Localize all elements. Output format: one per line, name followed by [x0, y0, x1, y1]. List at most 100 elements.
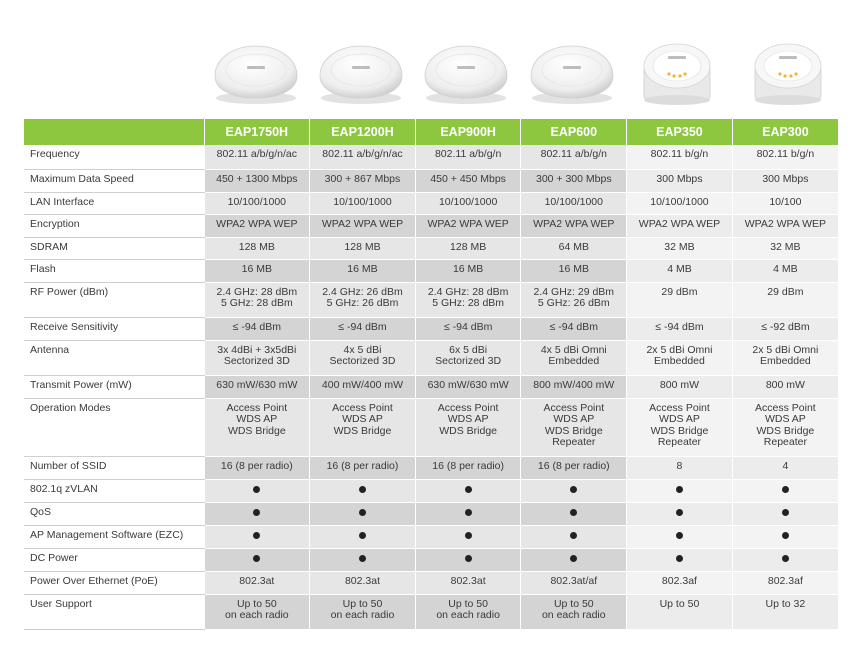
cell-text: ≤ -94 dBm	[443, 320, 493, 333]
cell-text: 10/100	[769, 195, 802, 208]
table-row: Antenna 3x 4dBi + 3x5dBi Sectorized 3D 4x 5…	[24, 340, 838, 376]
spec-cell: 630 mW/630 mW	[204, 375, 311, 399]
feature-dot-icon	[570, 554, 578, 562]
cell-text: Embedded	[759, 355, 811, 367]
table-row: Frequency 802.11 a/b/g/n/ac 802.11 a/b/g/n…	[24, 145, 838, 170]
cell-text: WPA2 WPA WEP	[216, 217, 298, 230]
feature-dot-icon	[464, 508, 472, 516]
cell-text: 2.4 GHz: 28 dBm	[427, 285, 509, 298]
spec-cell: 800 mW	[626, 375, 733, 399]
feature-dot-icon	[358, 508, 366, 516]
spec-cell: 802.11 a/b/g/n	[520, 145, 628, 170]
feature-dot-icon	[464, 554, 472, 562]
cell-text: ≤ -94 dBm	[655, 320, 704, 333]
spec-cell	[204, 502, 311, 526]
spec-cell: WPA2 WPA WEP	[309, 214, 416, 238]
spec-cell: 4 MB	[626, 259, 733, 283]
cell-text: 450 + 450 Mbps	[430, 172, 506, 185]
cell-text: 450 + 1300 Mbps	[216, 172, 298, 185]
spec-cell: ≤ -92 dBm	[732, 317, 838, 341]
spec-cell	[626, 479, 733, 503]
row-label: Encryption	[24, 214, 205, 238]
feature-dot-icon	[675, 485, 683, 493]
spec-cell: 10/100	[732, 192, 838, 215]
table-row: Operation Modes Access Point WDS AP WDS Bri…	[24, 398, 838, 457]
spec-cell: WPA2 WPA WEP	[520, 214, 628, 238]
table-row: AP Management Software (EZC)	[24, 525, 838, 549]
cell-text: WPA2 WPA WEP	[533, 217, 615, 230]
spec-cell: 802.11 b/g/n	[626, 145, 733, 170]
feature-dot-icon	[253, 508, 261, 516]
spec-cell	[415, 479, 522, 503]
cell-text: Up to 32	[765, 597, 806, 610]
row-label: DC Power	[24, 548, 205, 572]
feature-dot-icon	[253, 554, 261, 562]
spec-cell: 300 + 300 Mbps	[520, 169, 628, 193]
table-row: DC Power	[24, 548, 838, 572]
spec-cell: WPA2 WPA WEP	[204, 214, 311, 238]
cell-text: 16 MB	[347, 262, 378, 275]
spec-cell: 400 mW/400 mW	[309, 375, 416, 399]
cell-text: Sectorized 3D	[435, 355, 502, 367]
spec-cell: 802.3at	[309, 571, 416, 595]
spec-cell: Up to 50 on each radio	[415, 594, 522, 630]
spec-cell	[415, 502, 522, 526]
cell-text: 4	[782, 459, 789, 472]
cell-text: 2x 5 dBi Omni	[752, 343, 819, 356]
cell-text: Repeater	[657, 436, 702, 448]
spec-cell: 64 MB	[520, 237, 628, 260]
row-label: User Support	[24, 594, 205, 630]
cell-text: 16 MB	[452, 262, 484, 275]
cell-text: Access Point	[755, 401, 816, 414]
spec-cell	[626, 548, 733, 572]
cell-text: 800 mW	[765, 378, 805, 391]
feature-dot-icon	[464, 531, 472, 539]
feature-dot-icon	[570, 508, 578, 516]
spec-cell: 16 MB	[520, 259, 628, 283]
cell-text: 802.11 a/b/g/n/ac	[216, 148, 298, 160]
spec-cell	[732, 548, 838, 572]
cell-text: 2.4 GHz: 28 dBm	[216, 285, 298, 298]
product-header: EAP1750H	[204, 119, 311, 145]
comparison-table: EAP1750H EAP1200H EAP900H EAP600 EAP350 …	[24, 119, 838, 630]
feature-dot-icon	[253, 531, 261, 539]
feature-dot-icon	[781, 531, 789, 539]
spec-cell: Access Point WDS AP WDS Bridge	[415, 398, 522, 457]
cell-text: Up to 50	[342, 597, 383, 610]
spec-cell: 2x 5 dBi Omni Embedded	[626, 340, 733, 376]
feature-dot-icon	[675, 508, 683, 516]
feature-dot-icon	[570, 485, 578, 493]
spec-cell: WPA2 WPA WEP	[732, 214, 838, 238]
cell-text: 802.11 a/b/g/n	[434, 148, 502, 160]
cell-text: 802.11 a/b/g/n/ac	[322, 148, 403, 160]
cell-text: 128 MB	[450, 240, 487, 253]
spec-cell	[520, 548, 628, 572]
cell-text: 16 MB	[558, 262, 589, 275]
spec-cell: 4x 5 dBi Sectorized 3D	[309, 340, 416, 376]
spec-cell: 10/100/1000	[309, 192, 416, 215]
row-label: QoS	[24, 502, 205, 526]
spec-cell: Access Point WDS AP WDS Bridge Repeater	[732, 398, 838, 457]
spec-cell: 4	[732, 456, 838, 480]
spec-cell: 16 (8 per radio)	[204, 456, 311, 480]
cell-text: 32 MB	[664, 240, 695, 253]
table-row: Encryption WPA2 WPA WEP WPA2 WPA WEP WPA2 W…	[24, 214, 838, 238]
product-header: EAP350	[626, 119, 733, 145]
spec-cell: 32 MB	[732, 237, 838, 260]
spec-cell: 800 mW	[732, 375, 838, 399]
spec-cell: 802.3af	[626, 571, 733, 595]
cell-text: 16 (8 per radio)	[537, 459, 610, 472]
spec-cell: 4 MB	[732, 259, 838, 283]
spec-cell: 10/100/1000	[415, 192, 522, 215]
spec-cell: 630 mW/630 mW	[415, 375, 522, 399]
table-row: QoS	[24, 502, 838, 526]
product-header: EAP300	[732, 119, 838, 145]
spec-cell: Up to 50 on each radio	[520, 594, 628, 630]
cell-text: 802.11 b/g/n	[650, 148, 709, 160]
spec-cell: 300 Mbps	[626, 169, 733, 193]
spec-cell: Up to 50 on each radio	[309, 594, 416, 630]
spec-cell: Access Point WDS AP WDS Bridge Repeater	[520, 398, 628, 457]
spec-cell: Up to 50 on each radio	[204, 594, 311, 630]
spec-cell	[204, 548, 311, 572]
cell-text: 16 (8 per radio)	[326, 459, 399, 472]
